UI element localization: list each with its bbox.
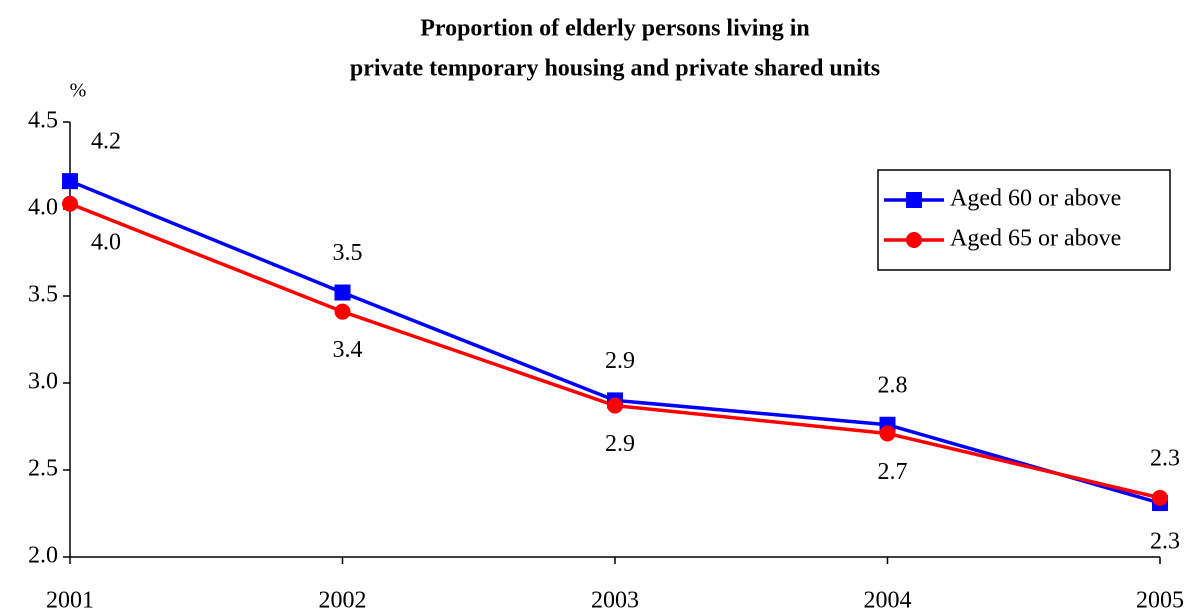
marker	[906, 232, 922, 248]
y-tick-label: 4.5	[28, 108, 58, 134]
y-tick-label: 4.0	[28, 195, 58, 221]
data-label: 2.9	[605, 431, 635, 457]
marker	[1152, 489, 1168, 506]
x-tick-label: 2003	[591, 588, 639, 613]
y-tick-label: 3.5	[28, 282, 58, 308]
data-label: 2.9	[605, 348, 635, 374]
y-tick-label: 3.0	[28, 369, 58, 395]
data-label: 3.5	[333, 240, 363, 266]
data-label: 2.8	[878, 372, 908, 398]
marker	[62, 173, 78, 190]
data-label: 3.4	[333, 337, 363, 363]
marker	[334, 303, 351, 320]
chart-title: private temporary housing and private sh…	[350, 56, 880, 82]
legend-label: Aged 65 or above	[950, 226, 1121, 252]
data-label: 4.0	[91, 229, 121, 255]
y-tick-label: 2.5	[28, 456, 58, 482]
legend: Aged 60 or above Aged 65 or above	[877, 169, 1171, 271]
marker	[334, 284, 351, 301]
marker	[607, 397, 623, 414]
legend-box	[877, 169, 1171, 271]
x-tick-label: 2004	[864, 588, 912, 613]
y-tick-label: 2.0	[28, 543, 58, 569]
legend-label: Aged 60 or above	[950, 186, 1121, 212]
data-label: 2.7	[878, 459, 908, 485]
data-label: 4.2	[91, 129, 121, 155]
x-tick-label: 2002	[319, 588, 367, 613]
chart-title: Proportion of elderly persons living in	[420, 16, 810, 42]
data-label: 2.3	[1150, 529, 1180, 555]
marker	[906, 192, 922, 208]
y-axis-label: %	[70, 80, 87, 102]
data-label: 2.3	[1150, 445, 1180, 471]
marker	[879, 425, 896, 442]
x-tick-label: 2005	[1136, 588, 1184, 613]
x-tick-label: 2001	[46, 588, 94, 613]
marker	[62, 195, 78, 212]
